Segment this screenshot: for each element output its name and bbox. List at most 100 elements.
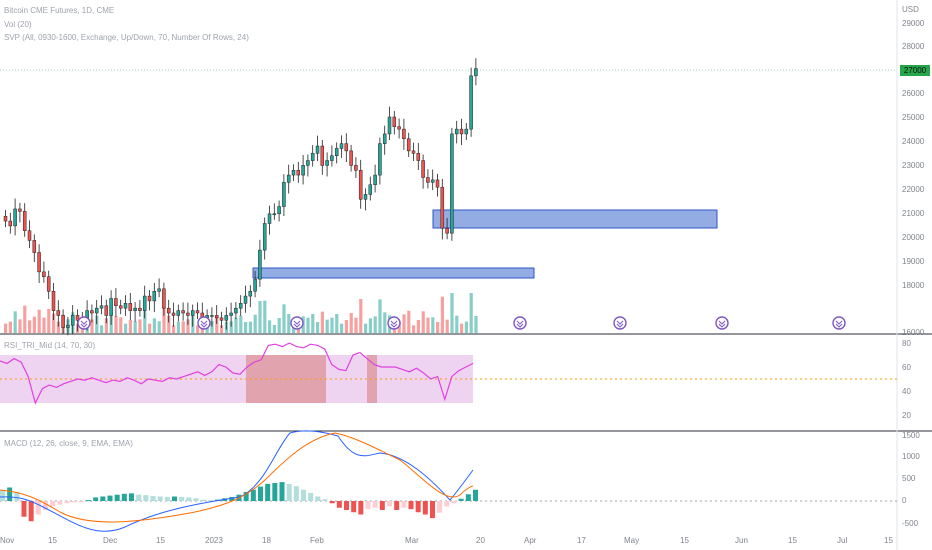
macd-tick: 1000 — [902, 452, 920, 461]
volume-bar — [148, 323, 152, 333]
price-tick: 29000 — [902, 19, 925, 28]
macd-histogram-bar — [279, 482, 285, 501]
event-icon — [715, 316, 729, 330]
candle-body — [402, 128, 406, 140]
candle-body — [445, 228, 449, 234]
candle-body — [296, 169, 301, 176]
candle-body — [387, 116, 392, 135]
event-icon — [197, 316, 211, 330]
macd-histogram-bar — [35, 501, 41, 515]
time-tick: 15 — [156, 536, 165, 545]
candle-body — [310, 153, 315, 161]
event-icon — [513, 316, 527, 330]
macd-histogram-bar — [444, 501, 450, 507]
candle-body — [291, 169, 296, 176]
price-tick: 21000 — [902, 209, 925, 218]
event-icon-glyph — [80, 320, 88, 328]
event-icon — [613, 316, 627, 330]
demand-zone-lower[interactable] — [252, 267, 535, 279]
volume-bar — [220, 325, 224, 333]
volume-bar — [42, 317, 46, 333]
price-tick: 18000 — [902, 281, 925, 290]
candle-body — [224, 315, 229, 321]
macd-histogram-bar — [401, 501, 407, 508]
candle-body — [147, 295, 152, 302]
candle-body — [186, 312, 190, 316]
volume-bar — [344, 320, 348, 333]
macd-histogram-bar — [71, 501, 77, 503]
volume-bar — [32, 316, 36, 333]
volume-bar — [95, 315, 99, 333]
macd-histogram-bar — [250, 489, 256, 501]
candle-body — [306, 160, 310, 166]
currency-label[interactable]: USD — [902, 5, 919, 14]
macd-histogram-bar — [387, 501, 392, 507]
macd-histogram-bar — [93, 497, 99, 501]
macd-histogram-bar — [329, 501, 335, 504]
price-tick: 19000 — [902, 257, 925, 266]
candle-body — [190, 310, 195, 316]
volume-bar — [325, 319, 329, 333]
macd-histogram-bar — [437, 501, 443, 513]
volume-bar — [172, 325, 176, 333]
volume-bar — [407, 310, 411, 333]
candle-body — [27, 230, 32, 241]
macd-histogram-bar — [265, 483, 271, 501]
candle-body — [421, 160, 425, 178]
volume-bar — [229, 321, 233, 333]
volume-bar — [8, 321, 12, 333]
macd-histogram-bar — [379, 501, 385, 510]
volume-bar — [37, 309, 41, 333]
macd-legend[interactable]: MACD (12, 26, close, 9, EMA, EMA) — [4, 439, 133, 448]
volume-bar — [18, 319, 22, 333]
volume-bar — [104, 318, 108, 333]
volume-bar — [4, 323, 8, 333]
volume-bar — [450, 293, 454, 333]
candle-body — [411, 150, 416, 154]
volume-bar — [320, 311, 324, 333]
volume-bar — [412, 325, 416, 333]
volume-bar — [306, 317, 310, 333]
candle-body — [464, 128, 469, 135]
candle-body — [142, 295, 147, 311]
demand-zone-upper[interactable] — [432, 209, 718, 229]
volume-bar — [416, 320, 420, 333]
candle-body — [138, 307, 142, 311]
candle-body — [18, 208, 22, 212]
rsi-tick: 20 — [902, 411, 911, 420]
candle-body — [469, 75, 473, 130]
volume-bar — [244, 322, 248, 333]
candle-body — [133, 307, 137, 311]
volume-bar — [464, 321, 468, 333]
candle-body — [46, 276, 51, 292]
rsi-legend[interactable]: RSI_TRI_Mid (14, 70, 30) — [4, 341, 96, 350]
volume-bar — [196, 325, 200, 333]
svp-legend[interactable]: SVP (All, 0930-1600, Exchange, Up/Down, … — [4, 33, 249, 42]
time-tick: 15 — [48, 536, 57, 545]
candle-body — [152, 290, 157, 302]
candle-body — [358, 169, 363, 200]
rsi-tick: 60 — [902, 363, 911, 372]
volume-bar — [378, 299, 382, 333]
volume-bar — [359, 299, 363, 333]
vol-legend[interactable]: Vol (20) — [4, 20, 32, 29]
candle-body — [430, 179, 435, 183]
last-price-badge[interactable]: 27000 — [900, 65, 930, 76]
candle-body — [248, 290, 253, 297]
candle-body — [459, 128, 464, 135]
macd-histogram-bar — [136, 494, 142, 501]
price-tick: 16000 — [902, 328, 925, 337]
event-icon-glyph — [390, 320, 398, 328]
symbol-title[interactable]: Bitcoin CME Futures, 1D, CME — [4, 6, 115, 15]
macd-histogram-bar — [207, 500, 213, 502]
time-tick: 2023 — [205, 536, 223, 545]
macd-tick: -500 — [902, 519, 919, 528]
volume-bar — [316, 322, 320, 333]
candle-body — [157, 288, 161, 292]
volume-bar — [119, 317, 123, 333]
candle-body — [258, 249, 262, 280]
candle-body — [474, 68, 478, 77]
volume-bar — [143, 309, 147, 333]
volume-bar — [124, 323, 128, 333]
